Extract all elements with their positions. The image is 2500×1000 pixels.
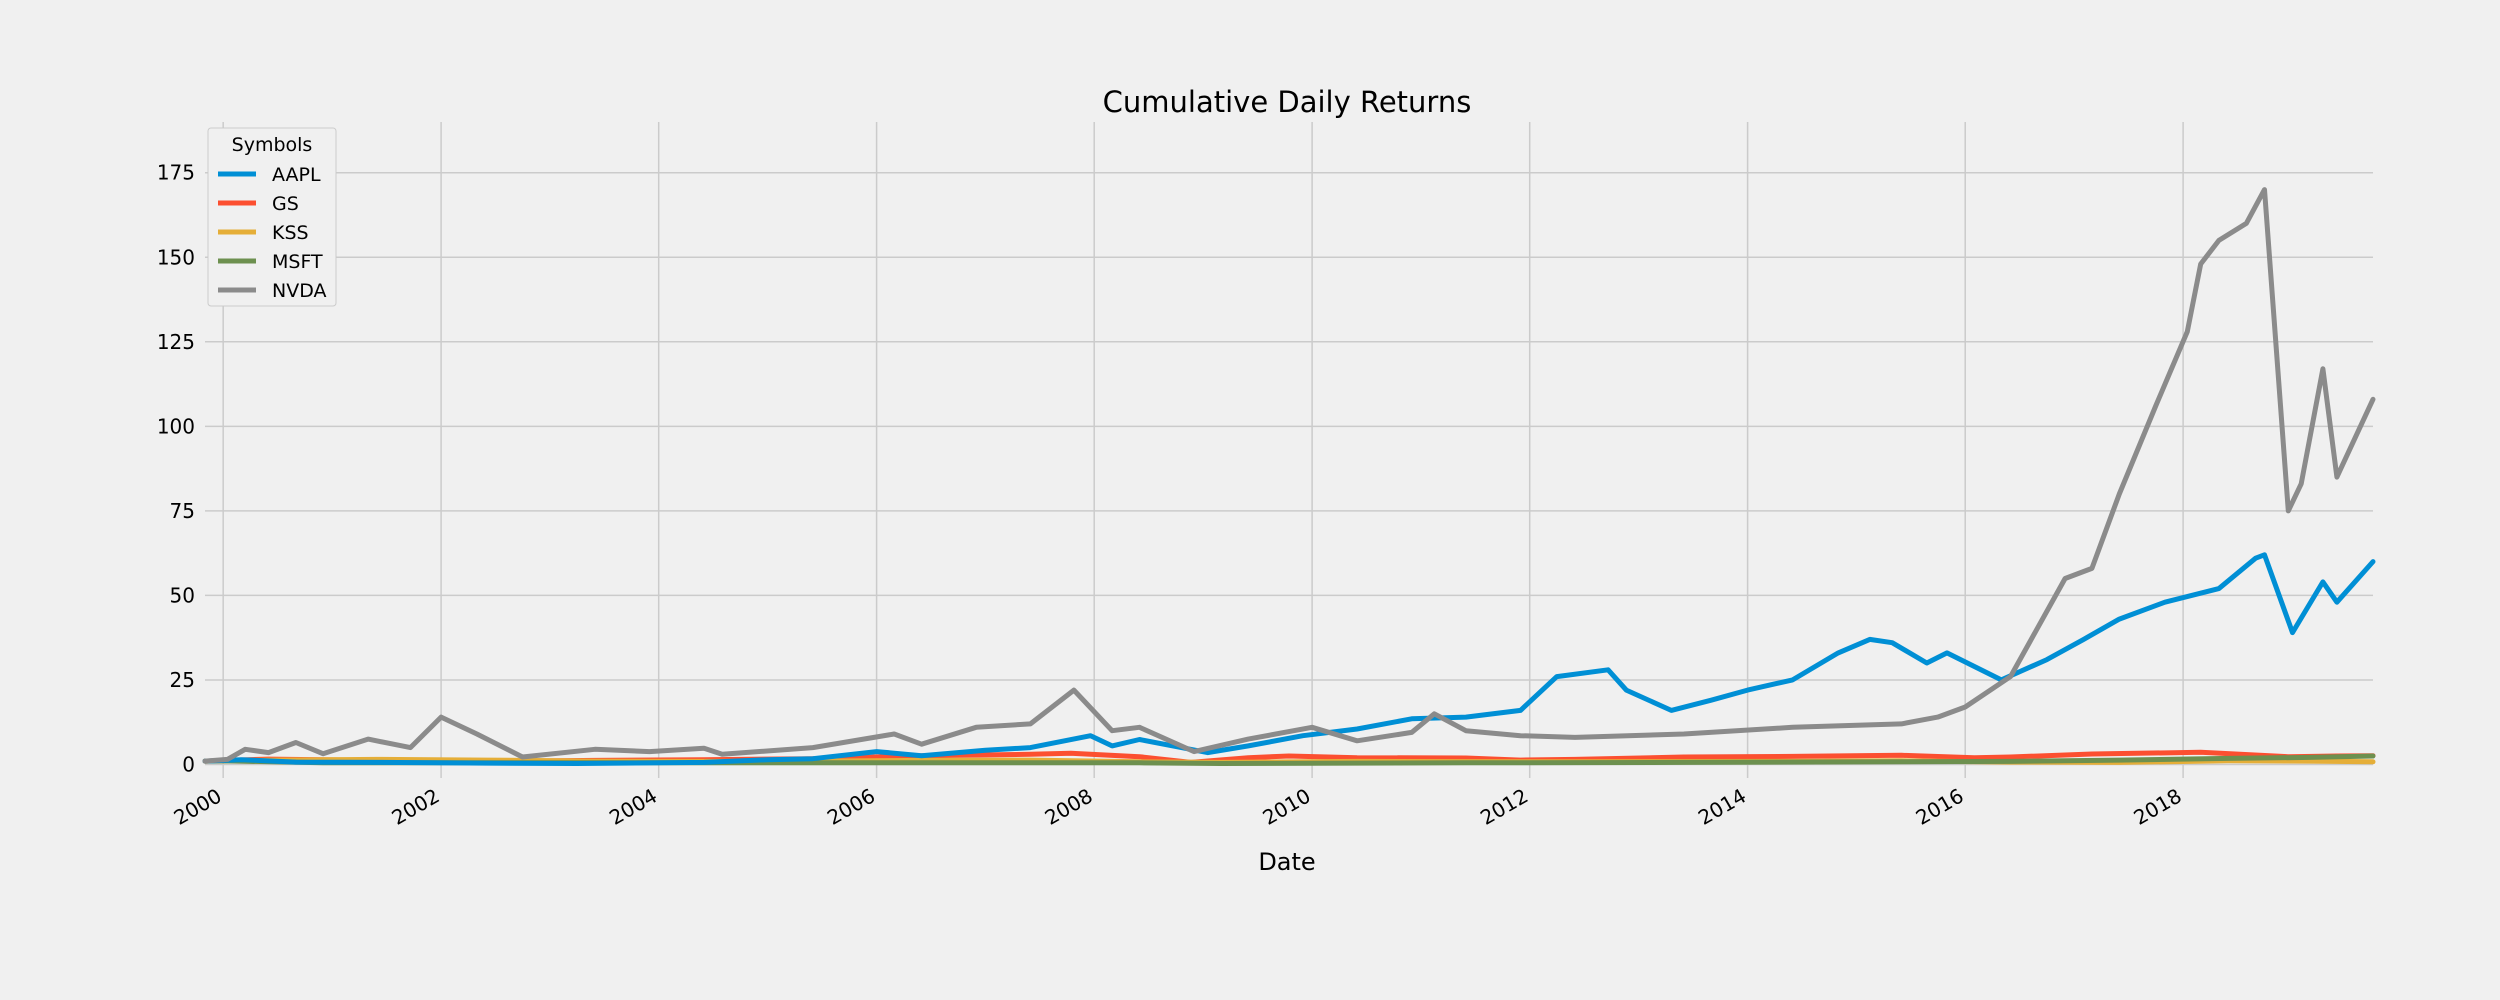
y-tick-label: 100 xyxy=(157,414,195,438)
y-tick-label: 150 xyxy=(157,245,195,269)
legend: Symbols AAPL GS KSS MSFT NVDA xyxy=(207,127,337,307)
y-tick-label: 25 xyxy=(170,668,195,692)
legend-label-kss: KSS xyxy=(272,222,309,244)
legend-items: AAPL GS KSS MSFT NVDA xyxy=(218,164,327,302)
y-tick-label: 125 xyxy=(157,330,195,354)
legend-label-msft: MSFT xyxy=(272,251,323,273)
series-line-nvda xyxy=(202,187,2376,764)
legend-label-aapl: AAPL xyxy=(272,164,321,186)
y-tick-label: 50 xyxy=(170,583,195,607)
series-group xyxy=(202,187,2376,766)
y-tick-label: 0 xyxy=(182,752,195,776)
y-tick-label: 75 xyxy=(170,499,195,523)
y-tick-label: 175 xyxy=(157,161,195,185)
chart-title: Cumulative Daily Returns xyxy=(1103,85,1472,119)
legend-label-gs: GS xyxy=(272,193,299,215)
legend-label-nvda: NVDA xyxy=(272,280,327,302)
series-line-aapl xyxy=(202,552,2376,766)
x-axis-label: Date xyxy=(1258,848,1315,876)
grid xyxy=(205,122,2373,778)
legend-title: Symbols xyxy=(232,134,313,156)
